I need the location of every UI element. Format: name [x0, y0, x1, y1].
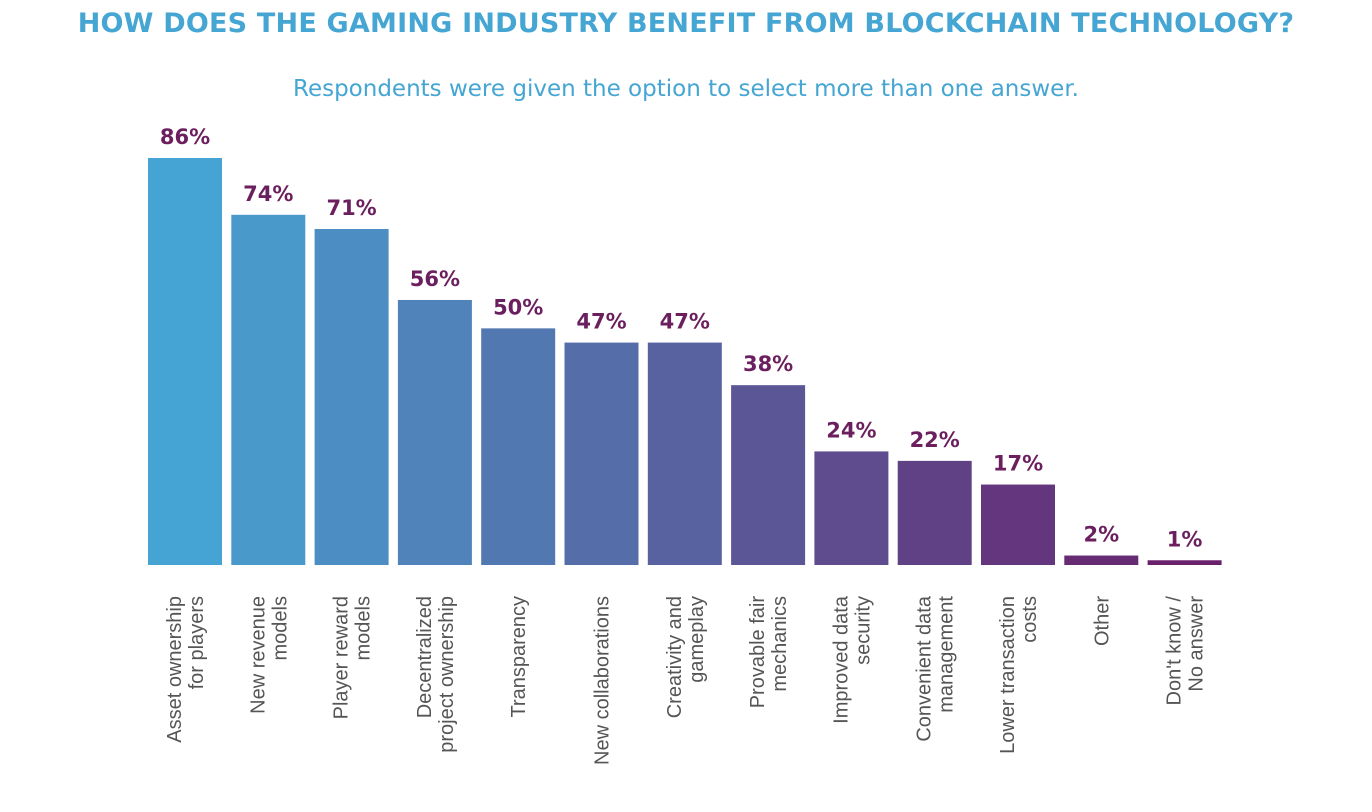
bar: [397, 299, 472, 565]
value-label: 47%: [660, 310, 710, 334]
bar: [564, 342, 639, 565]
bar: [231, 214, 306, 565]
value-label: 38%: [743, 352, 793, 376]
category-label: costs: [1019, 596, 1041, 643]
chart-title: HOW DOES THE GAMING INDUSTRY BENEFIT FRO…: [77, 8, 1295, 39]
category-label: for players: [186, 596, 208, 689]
category-label: security: [852, 596, 874, 665]
bar: [314, 228, 389, 565]
category-label: New collaborations: [592, 596, 614, 765]
category-label: project ownership: [436, 596, 458, 753]
category-label: models: [353, 596, 375, 660]
value-label: 86%: [160, 125, 210, 149]
chart-subtitle: Respondents were given the option to sel…: [293, 76, 1079, 102]
value-label: 1%: [1167, 527, 1203, 551]
bar: [731, 385, 806, 565]
category-label: Improved data: [830, 595, 852, 724]
category-label: Asset ownership: [164, 596, 186, 743]
value-label: 24%: [826, 418, 876, 442]
bar: [148, 158, 222, 565]
category-label: Lower transaction: [997, 596, 1019, 754]
value-label: 56%: [410, 267, 460, 291]
category-label: gameplay: [686, 596, 708, 683]
bar: [1064, 555, 1139, 565]
bar: [647, 342, 722, 565]
category-label: management: [936, 596, 958, 713]
category-label: Creativity and: [664, 596, 686, 718]
category-label: Convenient data: [914, 595, 936, 742]
value-label: 47%: [576, 310, 626, 334]
value-label: 22%: [910, 428, 960, 452]
bar: [897, 460, 972, 565]
category-label: Other: [1091, 596, 1113, 646]
bar: [1147, 560, 1222, 565]
category-label: Don't know /: [1164, 596, 1186, 706]
category-label: New revenue: [247, 596, 269, 714]
category-label: Player reward: [331, 596, 353, 719]
bar: [814, 451, 889, 565]
category-label: Provable fair: [747, 596, 769, 709]
bar: [981, 484, 1055, 565]
category-label: Transparency: [508, 596, 530, 718]
value-label: 2%: [1083, 523, 1119, 547]
category-label: No answer: [1186, 596, 1208, 692]
value-label: 17%: [993, 452, 1043, 476]
category-label: Decentralized: [414, 596, 436, 718]
category-label: mechanics: [769, 596, 791, 692]
value-label: 50%: [493, 295, 543, 319]
value-label: 71%: [326, 196, 376, 220]
category-label: models: [269, 596, 291, 660]
bar: [481, 328, 556, 565]
value-label: 74%: [243, 182, 293, 206]
